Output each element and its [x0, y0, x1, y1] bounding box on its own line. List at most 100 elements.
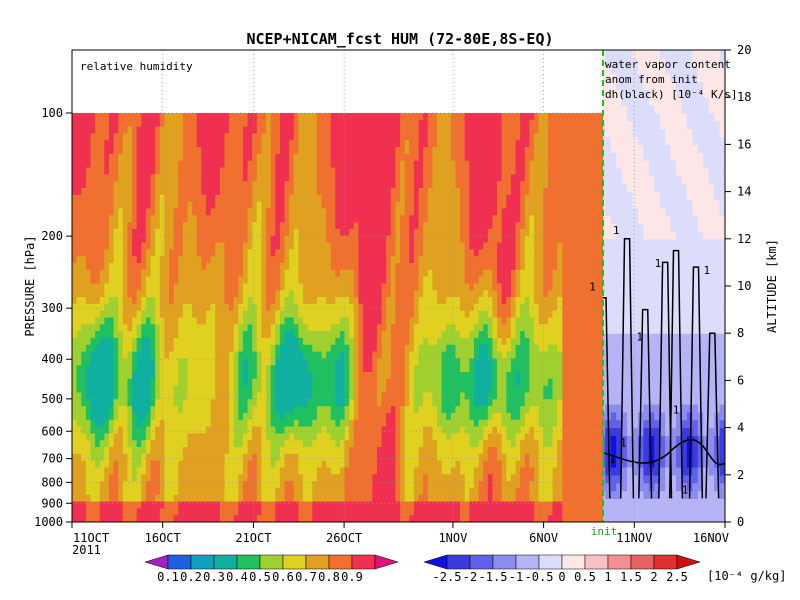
rh-cell [118, 242, 124, 250]
rh-cell [423, 372, 429, 380]
rh-cell [187, 262, 193, 271]
rh-cell [81, 378, 87, 387]
rh-cell [450, 153, 457, 162]
rh-cell [76, 174, 82, 182]
rh-cell [104, 194, 110, 203]
rh-cell [210, 201, 216, 210]
rh-cell [90, 501, 96, 509]
rh-cell [99, 501, 105, 509]
rh-cell [381, 235, 387, 244]
rh-cell [210, 344, 216, 353]
rh-cell [187, 201, 193, 210]
rh-cell [247, 208, 253, 216]
rh-cell [413, 310, 420, 319]
rh-cell [432, 262, 438, 271]
rh-cell [238, 208, 244, 216]
rh-cell [326, 358, 332, 366]
rh-cell [150, 412, 156, 421]
rh-cell [187, 303, 193, 312]
rh-cell [386, 222, 392, 230]
rh-cell [219, 208, 226, 216]
rh-cell [205, 215, 212, 223]
rh-cell [284, 419, 290, 428]
rh-cell [289, 290, 295, 298]
rh-cell [205, 474, 212, 482]
rh-cell [81, 249, 87, 257]
rh-cell [427, 412, 433, 421]
rh-cell [72, 440, 78, 448]
rh-cell [242, 467, 249, 475]
rh-cell [205, 262, 212, 271]
rh-cell [173, 283, 179, 291]
rh-cell [210, 283, 216, 291]
rh-cell [159, 474, 166, 482]
rh-cell [312, 113, 318, 121]
rh-cell [159, 419, 166, 428]
rh-cell [266, 187, 272, 196]
rh-cell [312, 324, 318, 332]
rh-cell [266, 160, 272, 169]
rh-cell [178, 385, 184, 394]
rh-cell [289, 119, 295, 128]
rh-cell [85, 140, 92, 148]
rh-cell [321, 208, 327, 216]
rh-cell [187, 242, 193, 250]
rh-cell [247, 351, 253, 359]
rh-cell [224, 447, 230, 455]
rh-cell [376, 249, 383, 257]
rh-cell [418, 481, 424, 489]
rh-cell [316, 194, 323, 203]
rh-cell [229, 358, 235, 366]
rh-cell [205, 242, 212, 250]
rh-cell [316, 119, 323, 128]
rh-cell [238, 481, 244, 489]
rh-cell [376, 215, 383, 223]
rh-cell [450, 385, 457, 394]
rh-cell [238, 337, 244, 346]
rh-cell [90, 440, 96, 448]
rh-cell [339, 297, 346, 305]
rh-cell [441, 160, 447, 169]
rh-cell [349, 317, 355, 325]
rh-cell [418, 453, 424, 462]
rh-cell [127, 140, 133, 148]
rh-cell [386, 385, 392, 394]
rh-cell [150, 140, 156, 148]
rh-cell [187, 337, 193, 346]
rh-cell [367, 460, 373, 469]
rh-cell [219, 406, 226, 414]
rh-cell [437, 181, 443, 189]
rh-cell [363, 147, 369, 155]
rh-cell [432, 269, 438, 278]
rh-cell [182, 276, 189, 285]
rh-cell [219, 174, 226, 182]
rh-cell [441, 317, 447, 325]
rh-cell [76, 508, 82, 516]
rh-cell [413, 412, 420, 421]
rh-cell [215, 447, 221, 455]
rh-cell [363, 467, 369, 475]
rh-cell [113, 160, 119, 169]
rh-cell [289, 494, 295, 503]
rh-cell [321, 160, 327, 169]
rh-cell [178, 194, 184, 203]
rh-cell [159, 222, 166, 230]
rh-cell [312, 303, 318, 312]
rh-cell [104, 365, 110, 373]
rh-cell [233, 467, 239, 475]
rh-cell [321, 440, 327, 448]
rh-cell [298, 331, 304, 339]
rh-cell [150, 467, 156, 475]
rh-cell [81, 344, 87, 353]
rh-cell [400, 283, 406, 291]
rh-cell [145, 337, 152, 346]
rh-cell [418, 235, 424, 244]
rh-cell [418, 303, 424, 312]
rh-cell [395, 372, 401, 380]
rh-cell [330, 419, 336, 428]
rh-cell [141, 337, 147, 346]
rh-cell [113, 181, 119, 189]
rh-cell [413, 501, 420, 509]
rh-cell [450, 187, 457, 196]
rh-cell [358, 119, 364, 128]
